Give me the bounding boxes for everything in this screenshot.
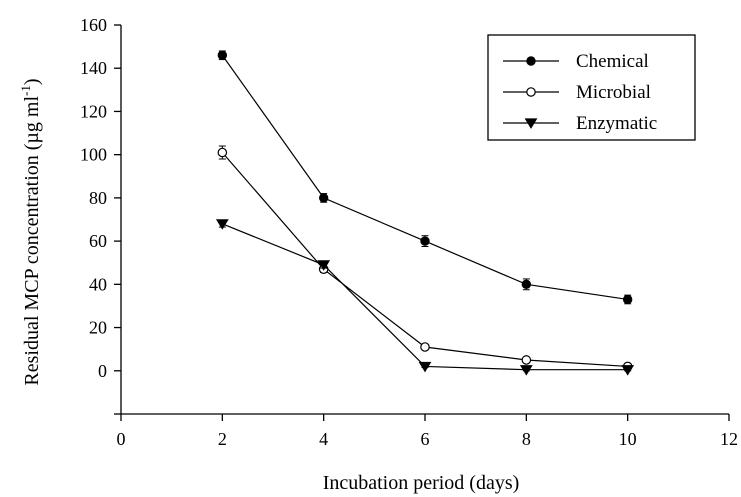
y-tick-label: 160 bbox=[80, 15, 107, 35]
data-point bbox=[217, 147, 228, 158]
legend-entry-chemical: Chemical bbox=[503, 51, 649, 72]
y-tick-label: 80 bbox=[89, 188, 107, 208]
x-tick-label: 8 bbox=[522, 429, 531, 449]
data-point bbox=[317, 260, 331, 271]
y-tick-label: 140 bbox=[80, 58, 107, 78]
y-axis-ticks: 0 20 40 60 80 100 120 140 160 bbox=[80, 15, 121, 415]
series-chemical bbox=[217, 50, 633, 305]
x-axis-ticks: 0 2 4 6 8 10 12 bbox=[117, 414, 738, 449]
legend-marker bbox=[526, 56, 536, 66]
y-tick-label: 120 bbox=[80, 101, 107, 121]
data-point bbox=[420, 236, 430, 246]
series-line-microbial bbox=[221, 152, 628, 368]
legend-entry-microbial: Microbial bbox=[503, 82, 651, 103]
x-tick-label: 12 bbox=[720, 429, 738, 449]
data-point bbox=[215, 219, 229, 230]
data-point bbox=[418, 361, 432, 373]
legend-entry-enzymatic: Enzymatic bbox=[503, 113, 657, 134]
legend-label: Chemical bbox=[576, 51, 649, 72]
legend-label: Enzymatic bbox=[576, 113, 657, 134]
series-layer bbox=[215, 50, 635, 376]
x-tick-label: 10 bbox=[619, 429, 637, 449]
x-tick-label: 2 bbox=[218, 429, 227, 449]
y-tick-label: 100 bbox=[80, 145, 107, 165]
x-tick-label: 4 bbox=[319, 429, 328, 449]
y-axis-title-close: ) bbox=[21, 78, 43, 85]
data-point bbox=[621, 365, 635, 376]
data-point bbox=[521, 279, 532, 290]
y-tick-label: 0 bbox=[98, 361, 107, 381]
y-tick-label: 60 bbox=[89, 231, 107, 251]
series-microbial bbox=[217, 145, 633, 372]
legend: Chemical Microbial Enzymatic bbox=[487, 34, 696, 141]
y-axis-title-superscript: -1 bbox=[18, 85, 33, 96]
axes: 0 2 4 6 8 10 12 0 20 40 60 80 100 120 140 160 bbox=[80, 15, 738, 449]
data-point bbox=[519, 365, 533, 376]
x-tick-label: 0 bbox=[117, 429, 126, 449]
y-axis-title-main: Residual MCP concentration (µg ml bbox=[21, 96, 43, 386]
y-axis-title: Residual MCP concentration (µg ml-1) bbox=[18, 78, 43, 385]
series-enzymatic bbox=[215, 219, 635, 376]
x-tick-label: 6 bbox=[421, 429, 430, 449]
legend-marker bbox=[524, 118, 538, 129]
data-point bbox=[217, 50, 228, 60]
legend-marker bbox=[526, 87, 536, 97]
data-point bbox=[318, 193, 329, 203]
data-point bbox=[420, 342, 430, 352]
x-axis-title: Incubation period (days) bbox=[323, 472, 520, 494]
data-point bbox=[521, 355, 532, 365]
data-point bbox=[622, 294, 633, 305]
y-tick-label: 20 bbox=[89, 318, 107, 338]
legend-label: Microbial bbox=[576, 82, 651, 103]
y-tick-label: 40 bbox=[89, 274, 107, 294]
